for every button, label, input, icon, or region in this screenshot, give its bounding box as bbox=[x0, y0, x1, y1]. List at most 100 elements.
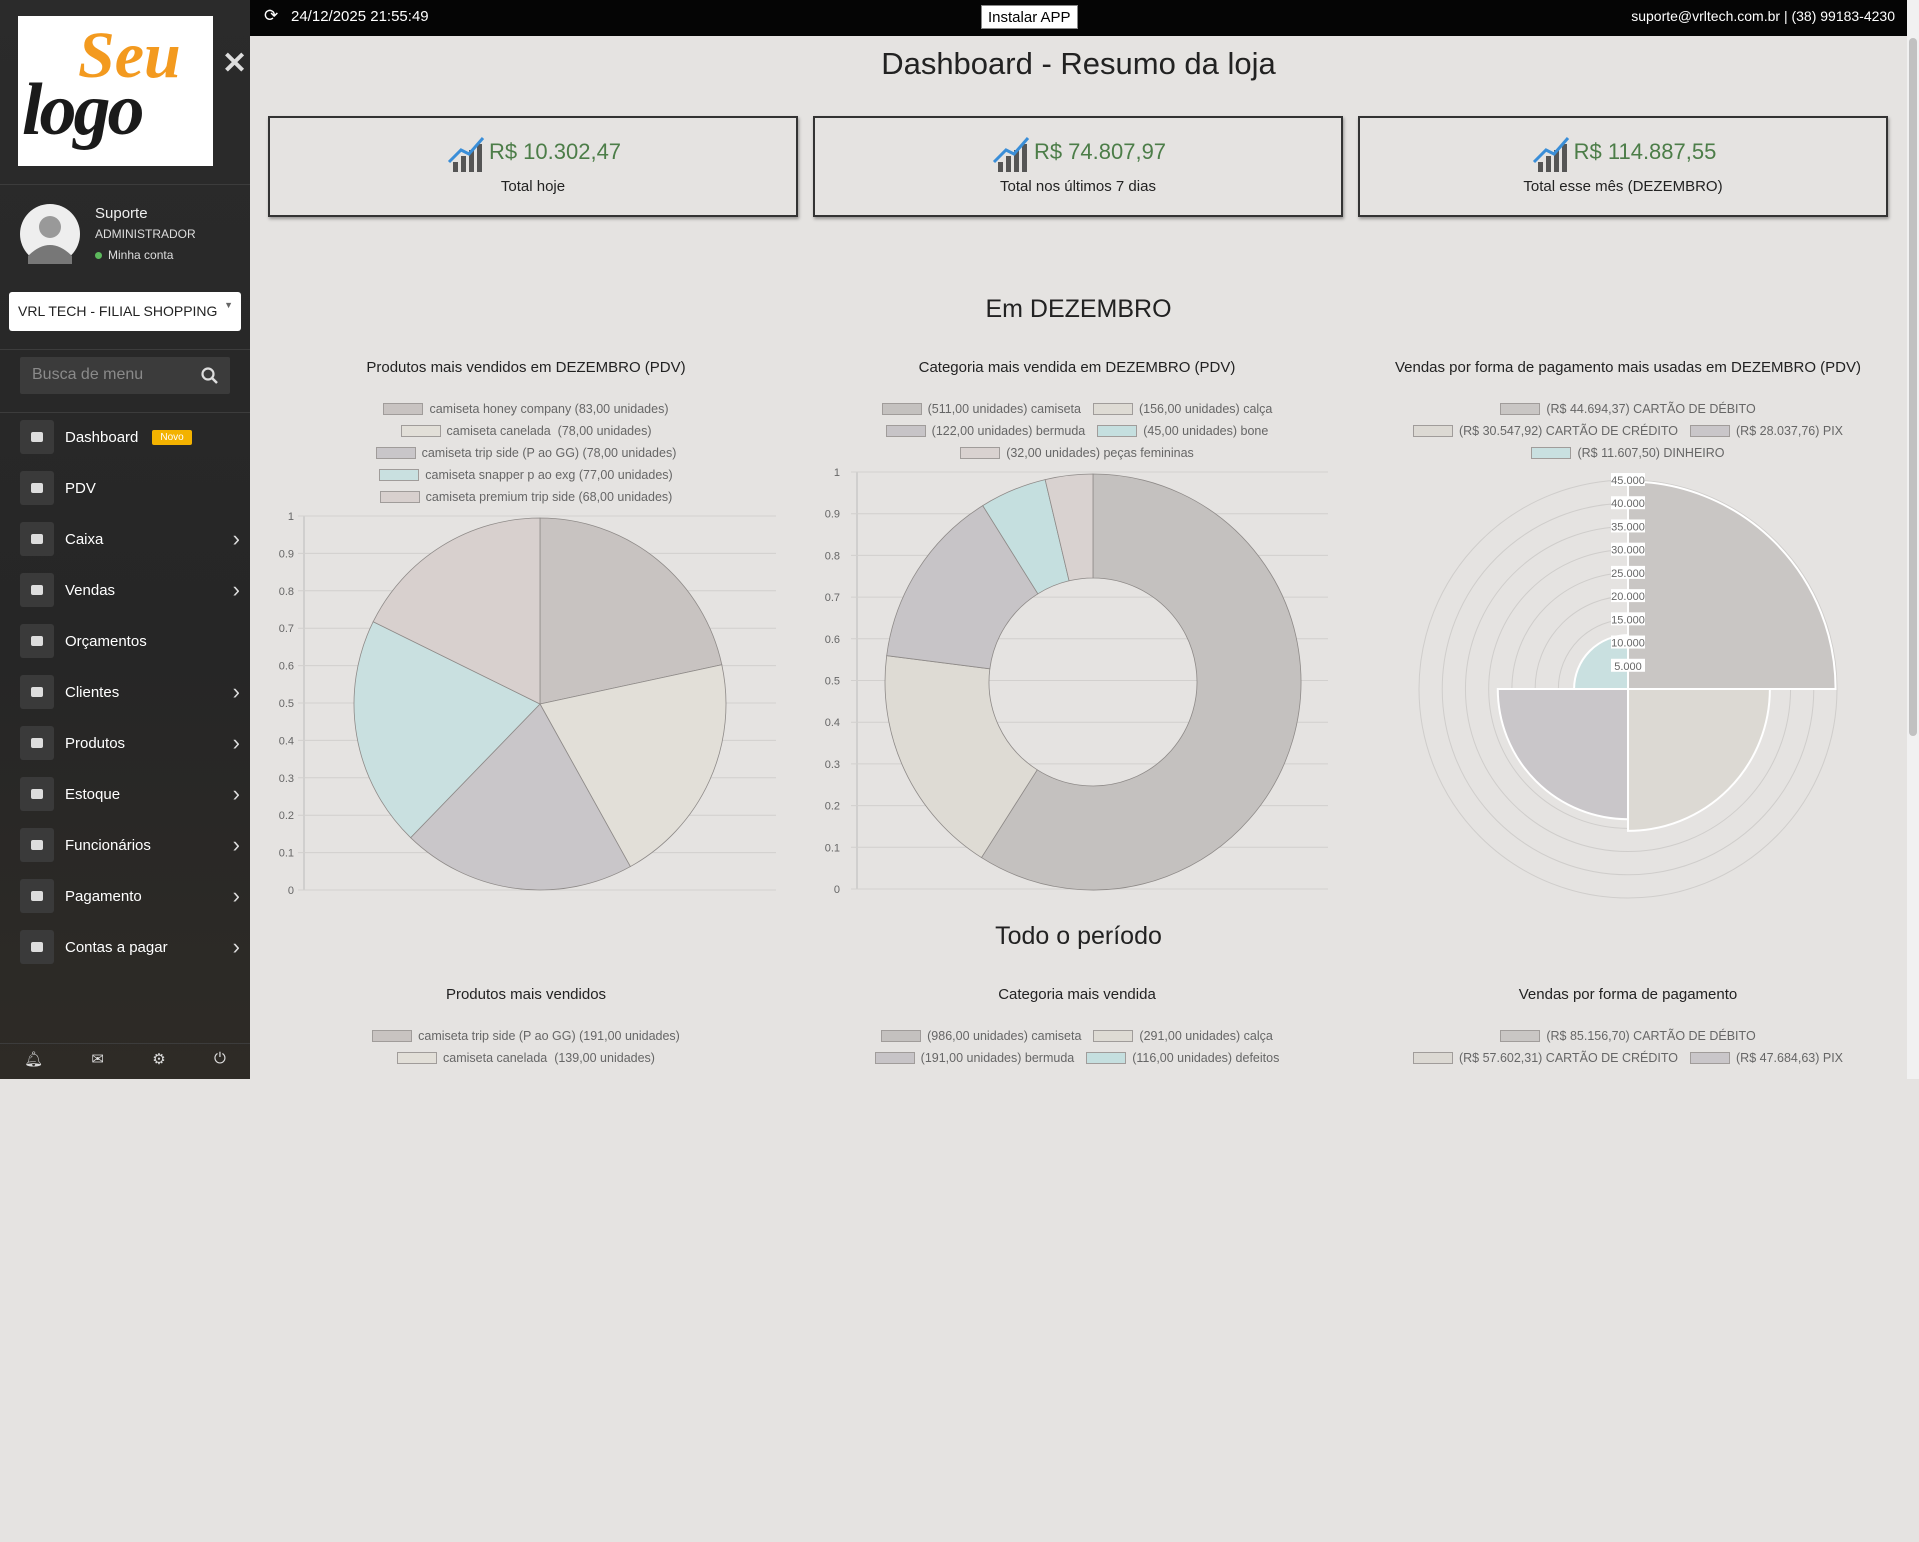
legend-item[interactable]: (116,00 unidades) defeitos bbox=[1086, 1049, 1279, 1066]
legend-item[interactable]: (R$ 44.694,37) CARTÃO DE DÉBITO bbox=[1500, 400, 1756, 417]
menu-item[interactable]: Pagamento › bbox=[20, 876, 240, 916]
logo[interactable]: Seu logo bbox=[18, 16, 213, 166]
legend: camiseta honey company (83,00 unidades) c… bbox=[366, 400, 686, 505]
tick-backdrop bbox=[1611, 473, 1645, 486]
legend-item[interactable]: camiseta trip side (P ao GG) (78,00 unid… bbox=[375, 444, 676, 461]
legend-item[interactable]: (R$ 28.037,76) PIX bbox=[1690, 422, 1843, 439]
legend: (R$ 44.694,37) CARTÃO DE DÉBITO (R$ 30.54… bbox=[1408, 400, 1848, 461]
icon-arrow bbox=[447, 137, 485, 164]
legend-item[interactable]: camiseta snapper p ao exg (77,00 unidade… bbox=[379, 466, 673, 483]
chart-title: Produtos mais vendidos em DEZEMBRO (PDV) bbox=[366, 359, 686, 376]
polar-segment bbox=[1627, 688, 1771, 832]
install-button[interactable]: Instalar APP bbox=[981, 5, 1078, 29]
legend-label: (R$ 57.602,31) CARTÃO DE CRÉDITO bbox=[1458, 1050, 1679, 1065]
legend-swatch bbox=[1690, 1051, 1731, 1064]
legend-item[interactable]: (R$ 57.602,31) CARTÃO DE CRÉDITO bbox=[1412, 1049, 1679, 1066]
legend-item[interactable]: (R$ 30.547,92) CARTÃO DE CRÉDITO bbox=[1412, 422, 1678, 439]
chevron: › bbox=[232, 730, 240, 755]
messages[interactable]: ✉ bbox=[91, 1051, 104, 1068]
notifications[interactable]: 🔔︎ bbox=[24, 1051, 44, 1068]
r-tick-label: 40.000 bbox=[1611, 498, 1645, 510]
y-tick-label: 0.4 bbox=[825, 717, 840, 729]
menu-item[interactable]: Funcionários › bbox=[20, 825, 240, 865]
legend-item[interactable]: camiseta trip side (P ao GG) (191,00 uni… bbox=[372, 1027, 680, 1044]
y-tick-label: 0.2 bbox=[279, 810, 294, 822]
legend-item[interactable]: (32,00 unidades) peças femininas bbox=[960, 444, 1194, 461]
icon-bar bbox=[1545, 156, 1551, 172]
legend-swatch bbox=[881, 402, 922, 415]
menu-item[interactable]: Caixa › bbox=[20, 519, 240, 559]
legend-label: (R$ 11.607,50) DINHEIRO bbox=[1577, 445, 1725, 460]
search-icon bbox=[201, 367, 218, 384]
legend-item[interactable]: (R$ 47.684,63) PIX bbox=[1690, 1049, 1843, 1066]
legend-label: camiseta canelada (78,00 unidades) bbox=[446, 423, 652, 438]
menu-item[interactable]: Dashboard Novo bbox=[20, 417, 240, 457]
refresh-icon[interactable]: ⟳ bbox=[264, 6, 279, 25]
card-value: R$ 10.302,47 bbox=[488, 139, 622, 164]
icon-glyph bbox=[31, 840, 43, 850]
menu-item[interactable]: Clientes › bbox=[20, 672, 240, 712]
summary-card: R$ 114.887,55 Total esse mês (DEZEMBRO) bbox=[1358, 116, 1888, 217]
settings[interactable]: ⚙ bbox=[152, 1051, 166, 1068]
menu-search[interactable]: Busca de menu bbox=[20, 357, 230, 394]
y-tick-label: 0.1 bbox=[825, 842, 840, 854]
card-value-row: R$ 74.807,97 bbox=[815, 132, 1341, 172]
menu-icon bbox=[20, 777, 54, 811]
menu-icon bbox=[20, 420, 54, 454]
legend-item[interactable]: (511,00 unidades) camiseta bbox=[881, 400, 1081, 417]
chart: 5.000 10.000 15.000 20.000 25.000 30.000 35.00… bbox=[1418, 473, 1838, 899]
legend-swatch bbox=[1412, 1051, 1453, 1064]
legend-item[interactable]: (156,00 unidades) calça bbox=[1092, 400, 1272, 417]
icon-bar bbox=[1013, 150, 1019, 172]
timestamp: 24/12/2025 21:55:49 bbox=[291, 8, 429, 25]
legend-swatch bbox=[1093, 1029, 1134, 1042]
legend-item[interactable]: camiseta canelada (78,00 unidades) bbox=[400, 422, 652, 439]
legend-swatch bbox=[1086, 1051, 1127, 1064]
legend-item[interactable]: (45,00 unidades) bone bbox=[1097, 422, 1268, 439]
slice bbox=[410, 703, 631, 891]
menu-icon bbox=[20, 879, 54, 913]
summary-card: R$ 10.302,47 Total hoje bbox=[268, 116, 798, 217]
icon-bar bbox=[476, 144, 482, 172]
y-tick-label: 0.6 bbox=[825, 634, 840, 646]
scrollbar[interactable] bbox=[1907, 0, 1919, 1079]
legend-item[interactable]: camiseta premium trip side (68,00 unidad… bbox=[379, 488, 672, 505]
close-button[interactable]: ✕ bbox=[222, 47, 248, 80]
legend-item[interactable]: (291,00 unidades) calça bbox=[1093, 1027, 1273, 1044]
menu-item[interactable]: Contas a pagar › bbox=[20, 927, 240, 967]
sidebar-footer: 🔔︎ ✉ ⚙ ⏻ bbox=[0, 1050, 250, 1068]
legend-label: (291,00 unidades) calça bbox=[1139, 1028, 1273, 1043]
logo-text: Seu bbox=[78, 19, 181, 92]
slice bbox=[1044, 473, 1094, 582]
legend-item[interactable]: (R$ 11.607,50) DINHEIRO bbox=[1531, 444, 1725, 461]
legend-item[interactable]: (R$ 85.156,70) CARTÃO DE DÉBITO bbox=[1500, 1027, 1756, 1044]
legend-label: (R$ 47.684,63) PIX bbox=[1736, 1050, 1844, 1065]
menu-icon bbox=[20, 624, 54, 658]
menu-icon bbox=[20, 573, 54, 607]
chart-title: Categoria mais vendida bbox=[998, 986, 1156, 1003]
menu-item[interactable]: Orçamentos bbox=[20, 621, 240, 661]
menu-item[interactable]: PDV bbox=[20, 468, 240, 508]
menu-label: PDV bbox=[65, 479, 96, 497]
account-link[interactable]: Minha conta bbox=[95, 248, 173, 262]
menu-item[interactable]: Vendas › bbox=[20, 570, 240, 610]
legend-swatch bbox=[1500, 1029, 1541, 1042]
legend-item[interactable]: (122,00 unidades) bermuda bbox=[885, 422, 1085, 439]
legend-label: (32,00 unidades) peças femininas bbox=[1006, 445, 1194, 460]
menu-item[interactable]: Estoque › bbox=[20, 774, 240, 814]
menu-item[interactable]: Produtos › bbox=[20, 723, 240, 763]
card-value-row: R$ 114.887,55 bbox=[1360, 132, 1886, 172]
legend-item[interactable]: (986,00 unidades) camiseta bbox=[881, 1027, 1081, 1044]
legend-swatch bbox=[881, 1029, 922, 1042]
slice bbox=[353, 621, 541, 839]
store-select[interactable]: VRL TECH - FILIAL SHOPPING ▼ bbox=[9, 292, 241, 331]
user-name: Suporte bbox=[95, 205, 148, 222]
legend-item[interactable]: camiseta canelada (139,00 unidades) bbox=[397, 1049, 655, 1066]
legend-item[interactable]: (191,00 unidades) bermuda bbox=[874, 1049, 1074, 1066]
card-icon bbox=[447, 137, 485, 172]
r-tick-label: 35.000 bbox=[1611, 521, 1645, 533]
icon-arrow bbox=[992, 137, 1030, 164]
legend-item[interactable]: camiseta honey company (83,00 unidades) bbox=[383, 400, 669, 417]
logout[interactable]: ⏻ bbox=[213, 1050, 226, 1067]
r-tick-label: 5.000 bbox=[1614, 661, 1642, 673]
